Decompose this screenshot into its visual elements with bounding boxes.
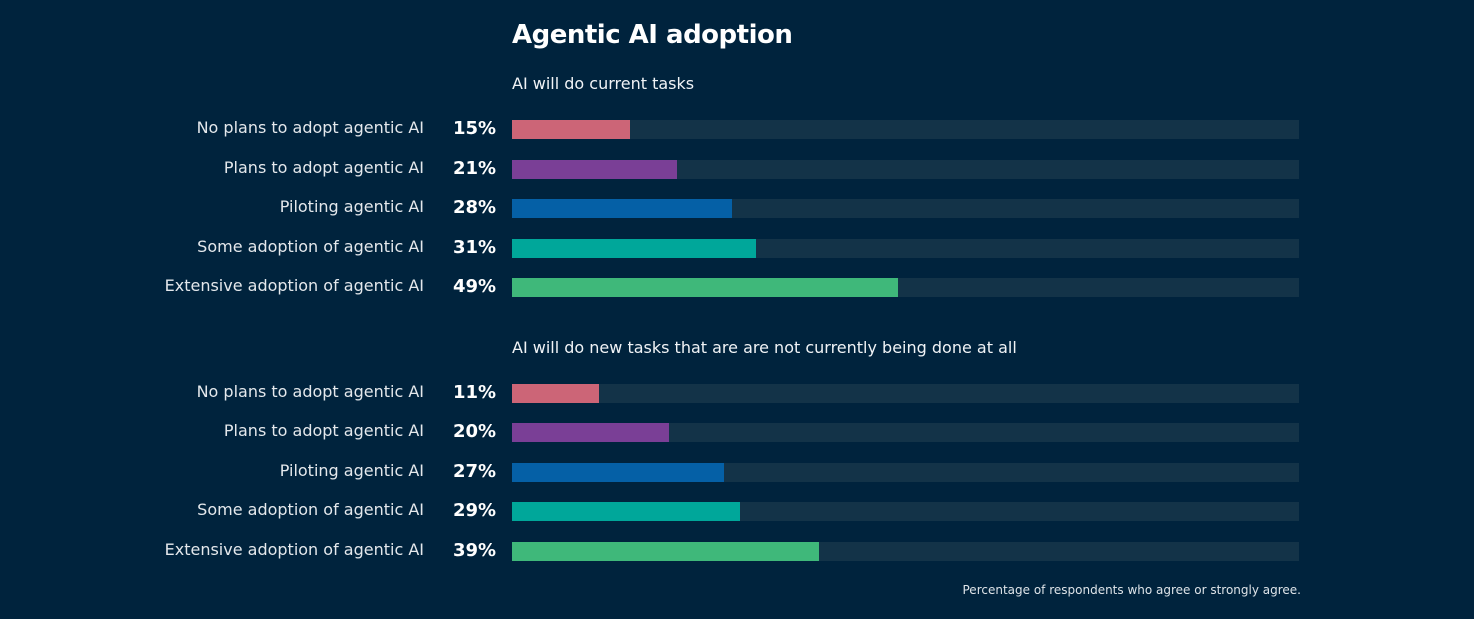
bar-track: [512, 423, 1299, 442]
bar-row: Some adoption of agentic AI 29%: [0, 500, 1474, 522]
category-label: Plans to adopt agentic AI: [223, 421, 424, 440]
category-label: No plans to adopt agentic AI: [196, 382, 424, 401]
category-label: Plans to adopt agentic AI: [223, 158, 424, 177]
data-label: 21%: [453, 158, 497, 179]
bar-track: [512, 160, 1299, 179]
bar-row: Extensive adoption of agentic AI 49%: [0, 276, 1474, 298]
data-label: 31%: [453, 237, 497, 258]
category-label: Some adoption of agentic AI: [197, 500, 424, 519]
bar-track: [512, 463, 1299, 482]
bar: [512, 542, 819, 561]
bar: [512, 160, 678, 179]
bar: [512, 239, 756, 258]
data-label: 28%: [453, 197, 497, 218]
bar-track: [512, 199, 1299, 218]
group-subtitle-current-tasks: AI will do current tasks: [512, 74, 695, 93]
bar-track: [512, 502, 1299, 521]
bar-track: [512, 542, 1299, 561]
group-subtitle-new-tasks: AI will do new tasks that are are not cu…: [512, 338, 1017, 357]
bar: [512, 384, 599, 403]
bar: [512, 120, 631, 139]
category-label: Extensive adoption of agentic AI: [164, 540, 424, 559]
bar-track: [512, 239, 1299, 258]
data-label: 39%: [453, 540, 497, 561]
bar-track: [512, 384, 1299, 403]
bar-row: Piloting agentic AI 27%: [0, 461, 1474, 483]
bar: [512, 463, 725, 482]
bar: [512, 278, 898, 297]
category-label: Extensive adoption of agentic AI: [164, 276, 424, 295]
footnote: Percentage of respondents who agree or s…: [962, 583, 1302, 597]
data-label: 29%: [453, 500, 497, 521]
bar-row: No plans to adopt agentic AI 15%: [0, 118, 1474, 140]
bar-row: Extensive adoption of agentic AI 39%: [0, 540, 1474, 562]
bar: [512, 423, 670, 442]
bar-track: [512, 278, 1299, 297]
category-label: No plans to adopt agentic AI: [196, 118, 424, 137]
bar-track: [512, 120, 1299, 139]
data-label: 20%: [453, 421, 497, 442]
bar: [512, 199, 733, 218]
category-label: Piloting agentic AI: [279, 461, 424, 480]
data-label: 27%: [453, 461, 497, 482]
bar: [512, 502, 741, 521]
category-label: Some adoption of agentic AI: [197, 237, 424, 256]
bar-row: Plans to adopt agentic AI 20%: [0, 421, 1474, 443]
chart-title: Agentic AI adoption: [512, 20, 793, 50]
bar-row: Some adoption of agentic AI 31%: [0, 237, 1474, 259]
bar-row: Piloting agentic AI 28%: [0, 197, 1474, 219]
bar-row: Plans to adopt agentic AI 21%: [0, 158, 1474, 180]
data-label: 49%: [453, 276, 497, 297]
category-label: Piloting agentic AI: [279, 197, 424, 216]
bar-row: No plans to adopt agentic AI 11%: [0, 382, 1474, 404]
data-label: 11%: [453, 382, 497, 403]
data-label: 15%: [453, 118, 497, 139]
